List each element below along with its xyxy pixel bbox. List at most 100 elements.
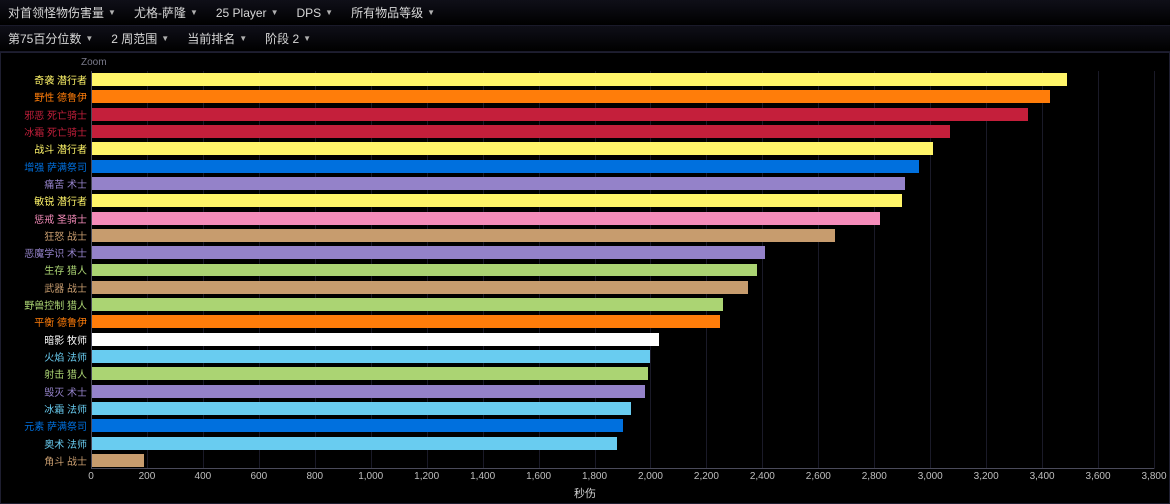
x-tick: 1,800 (582, 471, 607, 482)
boss-dropdown[interactable]: 尤格-萨隆 ▼ (134, 4, 198, 21)
x-tick: 1,000 (358, 471, 383, 482)
caret-icon: ▼ (271, 8, 279, 17)
bar-row: 奥术 法师 (91, 437, 1154, 450)
x-axis-title: 秒伤 (574, 485, 596, 501)
bar-row: 冰霜 法师 (91, 402, 1154, 415)
x-tick: 2,400 (750, 471, 775, 482)
x-tick: 2,200 (694, 471, 719, 482)
bar[interactable] (91, 108, 1028, 121)
bar-row: 暗影 牧师 (91, 333, 1154, 346)
bar-label: 奥术 法师 (5, 436, 91, 451)
gridline (1154, 71, 1155, 469)
bar-row: 射击 猎人 (91, 367, 1154, 380)
x-tick: 400 (195, 471, 212, 482)
bar[interactable] (91, 385, 645, 398)
bar-label: 战斗 潜行者 (5, 141, 91, 156)
boss-label: 尤格-萨隆 (134, 4, 186, 21)
role-label: DPS (296, 6, 321, 20)
bar-row: 毁灭 术士 (91, 385, 1154, 398)
role-dropdown[interactable]: DPS ▼ (296, 6, 333, 20)
percentile-dropdown[interactable]: 第75百分位数 ▼ (8, 30, 93, 47)
bar-label: 元素 萨满祭司 (5, 418, 91, 433)
bar-row: 冰霜 死亡骑士 (91, 125, 1154, 138)
bar[interactable] (91, 298, 723, 311)
bar[interactable] (91, 367, 648, 380)
bar-label: 敏锐 潜行者 (5, 193, 91, 208)
caret-icon: ▼ (108, 8, 116, 17)
plot-area: 奇袭 潜行者野性 德鲁伊邪恶 死亡骑士冰霜 死亡骑士战斗 潜行者增强 萨满祭司痛… (91, 71, 1154, 469)
bar-label: 增强 萨满祭司 (5, 159, 91, 174)
bar-row: 奇袭 潜行者 (91, 73, 1154, 86)
bar[interactable] (91, 281, 748, 294)
bar-row: 敏锐 潜行者 (91, 194, 1154, 207)
toolbar-secondary: 第75百分位数 ▼ 2 周范围 ▼ 当前排名 ▼ 阶段 2 ▼ (0, 26, 1170, 52)
x-tick: 800 (306, 471, 323, 482)
caret-icon: ▼ (303, 34, 311, 43)
bar[interactable] (91, 333, 659, 346)
bar[interactable] (91, 194, 902, 207)
bar[interactable] (91, 73, 1067, 86)
x-axis-line (91, 468, 1154, 469)
bar[interactable] (91, 229, 835, 242)
bar-label: 邪恶 死亡骑士 (5, 107, 91, 122)
y-axis-line (91, 71, 92, 469)
bar-row: 战斗 潜行者 (91, 142, 1154, 155)
bar-label: 火焰 法师 (5, 349, 91, 364)
bar-label: 生存 猎人 (5, 262, 91, 277)
x-tick: 3,200 (974, 471, 999, 482)
phase-dropdown[interactable]: 阶段 2 ▼ (265, 30, 311, 47)
bar-row: 痛苦 术士 (91, 177, 1154, 190)
bar-row: 平衡 德鲁伊 (91, 315, 1154, 328)
bar-row: 增强 萨满祭司 (91, 160, 1154, 173)
window-dropdown[interactable]: 2 周范围 ▼ (111, 30, 169, 47)
caret-icon: ▼ (190, 8, 198, 17)
x-axis: 02004006008001,0001,2001,4001,6001,8002,… (91, 471, 1154, 485)
bar[interactable] (91, 177, 905, 190)
caret-icon: ▼ (325, 8, 333, 17)
bar-label: 野性 德鲁伊 (5, 89, 91, 104)
bar-label: 毁灭 术士 (5, 384, 91, 399)
bar[interactable] (91, 142, 933, 155)
zoom-label: Zoom (81, 57, 107, 68)
phase-label: 阶段 2 (265, 30, 299, 47)
x-tick: 3,600 (1086, 471, 1111, 482)
raidsize-label: 25 Player (216, 6, 267, 20)
ilvl-dropdown[interactable]: 所有物品等级 ▼ (351, 4, 435, 21)
bar[interactable] (91, 246, 765, 259)
bar[interactable] (91, 350, 650, 363)
x-tick: 3,000 (918, 471, 943, 482)
bar[interactable] (91, 90, 1050, 103)
caret-icon: ▼ (239, 34, 247, 43)
caret-icon: ▼ (161, 34, 169, 43)
bar-row: 惩戒 圣骑士 (91, 212, 1154, 225)
x-tick: 2,600 (806, 471, 831, 482)
bar-label: 武器 战士 (5, 280, 91, 295)
bar[interactable] (91, 419, 623, 432)
bar[interactable] (91, 315, 720, 328)
x-tick: 1,200 (414, 471, 439, 482)
ranking-dropdown[interactable]: 当前排名 ▼ (187, 30, 247, 47)
bar-label: 狂怒 战士 (5, 228, 91, 243)
bar-row: 武器 战士 (91, 281, 1154, 294)
bar[interactable] (91, 212, 880, 225)
bar-label: 惩戒 圣骑士 (5, 211, 91, 226)
metric-dropdown[interactable]: 对首领怪物伤害量 ▼ (8, 4, 116, 21)
bar-label: 平衡 德鲁伊 (5, 314, 91, 329)
x-tick: 2,000 (638, 471, 663, 482)
bar-row: 生存 猎人 (91, 264, 1154, 277)
bar-row: 野兽控制 猎人 (91, 298, 1154, 311)
bar[interactable] (91, 437, 617, 450)
ilvl-label: 所有物品等级 (351, 4, 423, 21)
bar[interactable] (91, 160, 919, 173)
bar-label: 奇袭 潜行者 (5, 72, 91, 87)
bar-label: 冰霜 死亡骑士 (5, 124, 91, 139)
bar[interactable] (91, 125, 950, 138)
bar-row: 邪恶 死亡骑士 (91, 108, 1154, 121)
bar[interactable] (91, 264, 757, 277)
bar[interactable] (91, 402, 631, 415)
metric-label: 对首领怪物伤害量 (8, 4, 104, 21)
dps-chart: Zoom 奇袭 潜行者野性 德鲁伊邪恶 死亡骑士冰霜 死亡骑士战斗 潜行者增强 … (0, 52, 1170, 504)
bar[interactable] (91, 454, 144, 467)
raidsize-dropdown[interactable]: 25 Player ▼ (216, 6, 279, 20)
toolbar-primary: 对首领怪物伤害量 ▼ 尤格-萨隆 ▼ 25 Player ▼ DPS ▼ 所有物… (0, 0, 1170, 26)
